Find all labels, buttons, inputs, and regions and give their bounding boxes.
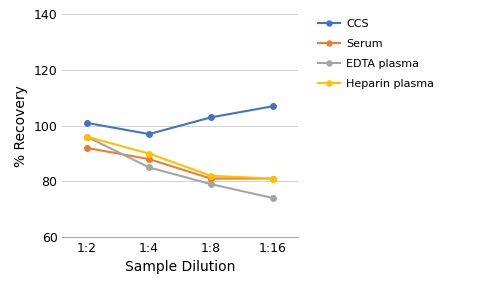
CCS bbox=[208, 116, 214, 119]
CCS bbox=[146, 132, 152, 136]
Serum bbox=[146, 157, 152, 161]
EDTA plasma bbox=[84, 135, 90, 138]
Legend: CCS, Serum, EDTA plasma, Heparin plasma: CCS, Serum, EDTA plasma, Heparin plasma bbox=[315, 16, 437, 92]
X-axis label: Sample Dilution: Sample Dilution bbox=[125, 260, 235, 274]
Serum bbox=[208, 177, 214, 180]
Line: EDTA plasma: EDTA plasma bbox=[84, 134, 276, 201]
EDTA plasma bbox=[146, 166, 152, 169]
Heparin plasma bbox=[270, 177, 276, 180]
EDTA plasma bbox=[208, 182, 214, 186]
Line: CCS: CCS bbox=[84, 103, 276, 137]
Line: Heparin plasma: Heparin plasma bbox=[84, 134, 276, 181]
Y-axis label: % Recovery: % Recovery bbox=[14, 85, 28, 167]
CCS bbox=[270, 105, 276, 108]
EDTA plasma bbox=[270, 196, 276, 200]
Heparin plasma bbox=[146, 152, 152, 155]
Line: Serum: Serum bbox=[84, 145, 276, 181]
Heparin plasma bbox=[84, 135, 90, 138]
Serum bbox=[84, 146, 90, 150]
Serum bbox=[270, 177, 276, 180]
Heparin plasma bbox=[208, 174, 214, 177]
CCS bbox=[84, 121, 90, 125]
